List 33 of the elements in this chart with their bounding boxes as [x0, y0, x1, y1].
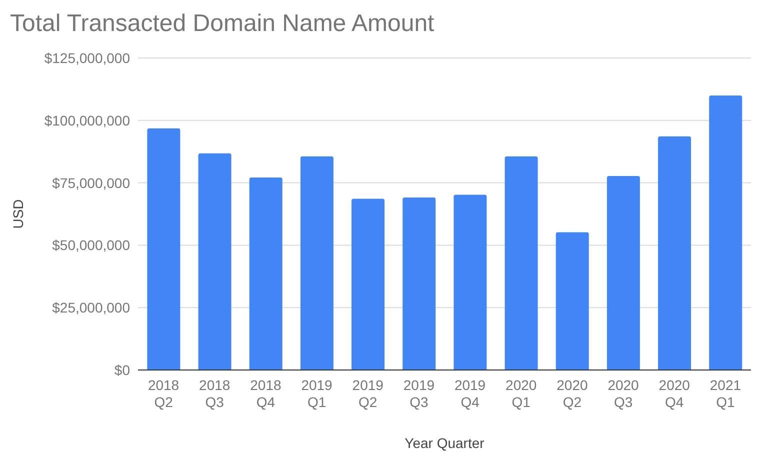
bar [300, 156, 334, 370]
x-tick-label: 2019 Q3 [403, 377, 435, 410]
bar [709, 95, 742, 370]
y-tick-label: $50,000,000 [52, 237, 130, 254]
x-tick-label: 2018 Q3 [199, 377, 230, 410]
bar [147, 128, 180, 370]
x-tick-label: 2018 Q2 [148, 377, 180, 410]
bar [198, 153, 232, 370]
x-tick-label: 2020 Q2 [556, 377, 588, 410]
y-tick-label: $25,000,000 [52, 300, 130, 316]
bar [504, 156, 538, 370]
bar [454, 194, 487, 370]
y-tick-label: $75,000,000 [52, 174, 130, 191]
bar [606, 176, 640, 370]
y-tick-label: $0 [114, 362, 130, 378]
x-tick-label: 2018 Q4 [250, 377, 282, 410]
x-axis-title: Year Quarter [404, 435, 485, 451]
y-tick-label: $100,000,000 [44, 112, 130, 128]
x-tick-label: 2019 Q1 [301, 377, 333, 410]
x-tick-label: 2020 Q1 [506, 377, 537, 410]
x-tick-label: 2020 Q4 [658, 377, 690, 410]
bar [249, 178, 282, 370]
bar [658, 136, 692, 370]
x-tick-label: 2020 Q3 [608, 377, 640, 410]
y-tick-label: $125,000,000 [44, 50, 130, 66]
bar [402, 198, 436, 370]
chart-title: Total Transacted Domain Name Amount [9, 9, 436, 39]
bar [352, 198, 385, 370]
x-tick-label: 2019 Q4 [454, 377, 486, 410]
x-tick-label: 2021 Q1 [710, 377, 742, 410]
bar [556, 232, 589, 370]
x-tick-label: 2019 Q2 [352, 377, 384, 410]
y-axis-title: USD [10, 199, 26, 229]
